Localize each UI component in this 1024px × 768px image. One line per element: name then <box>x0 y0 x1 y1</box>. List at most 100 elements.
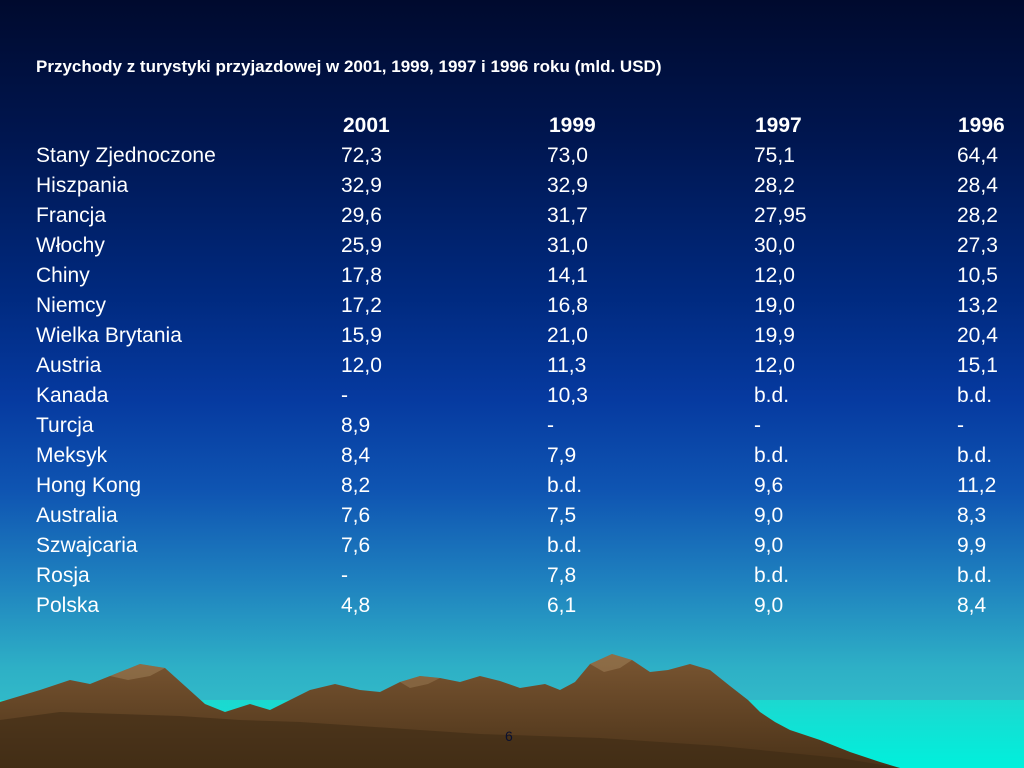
value-cell: 28,4 <box>957 174 998 197</box>
value-cell: 7,8 <box>547 564 577 587</box>
value-cell: 31,0 <box>547 234 588 257</box>
value-cell: 15,1 <box>957 354 998 377</box>
value-cell: 16,8 <box>547 294 588 317</box>
country-cell: Hiszpania <box>36 174 129 197</box>
value-cell: 12,0 <box>754 264 795 287</box>
value-cell: 72,3 <box>341 144 382 167</box>
table-row: Kanada - 10,3 b.d. b.d. <box>0 382 1024 412</box>
value-cell: 25,9 <box>341 234 382 257</box>
country-cell: Włochy <box>36 234 105 257</box>
value-cell: 8,2 <box>341 474 371 497</box>
value-cell: b.d. <box>754 564 790 587</box>
country-cell: Chiny <box>36 264 90 287</box>
value-cell: - <box>341 564 348 587</box>
value-cell: 29,6 <box>341 204 382 227</box>
table-row: Stany Zjednoczone 72,3 73,0 75,1 64,4 <box>0 142 1024 172</box>
header-year-2001: 2001 <box>343 114 390 137</box>
value-cell: 75,1 <box>754 144 795 167</box>
country-cell: Niemcy <box>36 294 107 317</box>
value-cell: 13,2 <box>957 294 998 317</box>
value-cell: 30,0 <box>754 234 795 257</box>
value-cell: 32,9 <box>547 174 588 197</box>
value-cell: - <box>341 384 348 407</box>
value-cell: 12,0 <box>754 354 795 377</box>
value-cell: 11,3 <box>547 354 587 377</box>
value-cell: 10,3 <box>547 384 588 407</box>
value-cell: 64,4 <box>957 144 998 167</box>
country-cell: Polska <box>36 594 100 617</box>
value-cell: 27,3 <box>957 234 998 257</box>
country-cell: Francja <box>36 204 107 227</box>
header-year-1999: 1999 <box>549 114 596 137</box>
country-cell: Wielka Brytania <box>36 324 182 347</box>
value-cell: - <box>754 414 761 437</box>
table-row: Chiny 17,8 14,1 12,0 10,5 <box>0 262 1024 292</box>
value-cell: 9,0 <box>754 534 784 557</box>
table-row: Rosja - 7,8 b.d. b.d. <box>0 562 1024 592</box>
country-cell: Meksyk <box>36 444 108 467</box>
value-cell: 8,9 <box>341 414 371 437</box>
value-cell: 9,6 <box>754 474 784 497</box>
value-cell: - <box>547 414 554 437</box>
value-cell: 11,2 <box>957 474 997 497</box>
table-row: Austria 12,0 11,3 12,0 15,1 <box>0 352 1024 382</box>
value-cell: 9,9 <box>957 534 987 557</box>
table-row: Polska 4,8 6,1 9,0 8,4 <box>0 592 1024 622</box>
value-cell: - <box>957 414 964 437</box>
country-cell: Szwajcaria <box>36 534 138 557</box>
value-cell: 32,9 <box>341 174 382 197</box>
value-cell: 28,2 <box>957 204 998 227</box>
value-cell: 15,9 <box>341 324 382 347</box>
page-number: 6 <box>505 728 513 744</box>
value-cell: 7,5 <box>547 504 577 527</box>
value-cell: b.d. <box>957 564 993 587</box>
table-row: Szwajcaria 7,6 b.d. 9,0 9,9 <box>0 532 1024 562</box>
value-cell: 7,9 <box>547 444 577 467</box>
value-cell: b.d. <box>547 534 583 557</box>
value-cell: b.d. <box>754 444 790 467</box>
table-row: Hiszpania 32,9 32,9 28,2 28,4 <box>0 172 1024 202</box>
value-cell: 27,95 <box>754 204 807 227</box>
value-cell: 19,0 <box>754 294 795 317</box>
value-cell: 31,7 <box>547 204 588 227</box>
value-cell: 17,2 <box>341 294 382 317</box>
slide-title: Przychody z turystyki przyjazdowej w 200… <box>36 57 662 76</box>
table-row: Francja 29,6 31,7 27,95 28,2 <box>0 202 1024 232</box>
value-cell: b.d. <box>957 444 993 467</box>
value-cell: 9,0 <box>754 504 784 527</box>
value-cell: 10,5 <box>957 264 998 287</box>
value-cell: 21,0 <box>547 324 588 347</box>
country-cell: Austria <box>36 354 102 377</box>
value-cell: 4,8 <box>341 594 371 617</box>
value-cell: 12,0 <box>341 354 382 377</box>
value-cell: 14,1 <box>547 264 588 287</box>
value-cell: 7,6 <box>341 534 371 557</box>
value-cell: 20,4 <box>957 324 998 347</box>
country-cell: Stany Zjednoczone <box>36 144 216 167</box>
value-cell: 9,0 <box>754 594 784 617</box>
value-cell: 19,9 <box>754 324 795 347</box>
country-cell: Hong Kong <box>36 474 142 497</box>
value-cell: 7,6 <box>341 504 371 527</box>
table-row: Włochy 25,9 31,0 30,0 27,3 <box>0 232 1024 262</box>
value-cell: 28,2 <box>754 174 795 197</box>
value-cell: 17,8 <box>341 264 382 287</box>
table-row: Hong Kong 8,2 b.d. 9,6 11,2 <box>0 472 1024 502</box>
country-cell: Rosja <box>36 564 90 587</box>
value-cell: 8,4 <box>957 594 987 617</box>
table-header-row: 2001 1999 1997 1996 <box>0 112 1024 142</box>
value-cell: 73,0 <box>547 144 588 167</box>
country-cell: Turcja <box>36 414 94 437</box>
value-cell: 8,4 <box>341 444 371 467</box>
value-cell: b.d. <box>754 384 790 407</box>
header-year-1997: 1997 <box>755 114 802 137</box>
table-row: Wielka Brytania 15,9 21,0 19,9 20,4 <box>0 322 1024 352</box>
country-cell: Kanada <box>36 384 109 407</box>
value-cell: b.d. <box>547 474 583 497</box>
value-cell: 6,1 <box>547 594 577 617</box>
value-cell: 8,3 <box>957 504 987 527</box>
table-row: Niemcy 17,2 16,8 19,0 13,2 <box>0 292 1024 322</box>
table-row: Meksyk 8,4 7,9 b.d. b.d. <box>0 442 1024 472</box>
country-cell: Australia <box>36 504 118 527</box>
